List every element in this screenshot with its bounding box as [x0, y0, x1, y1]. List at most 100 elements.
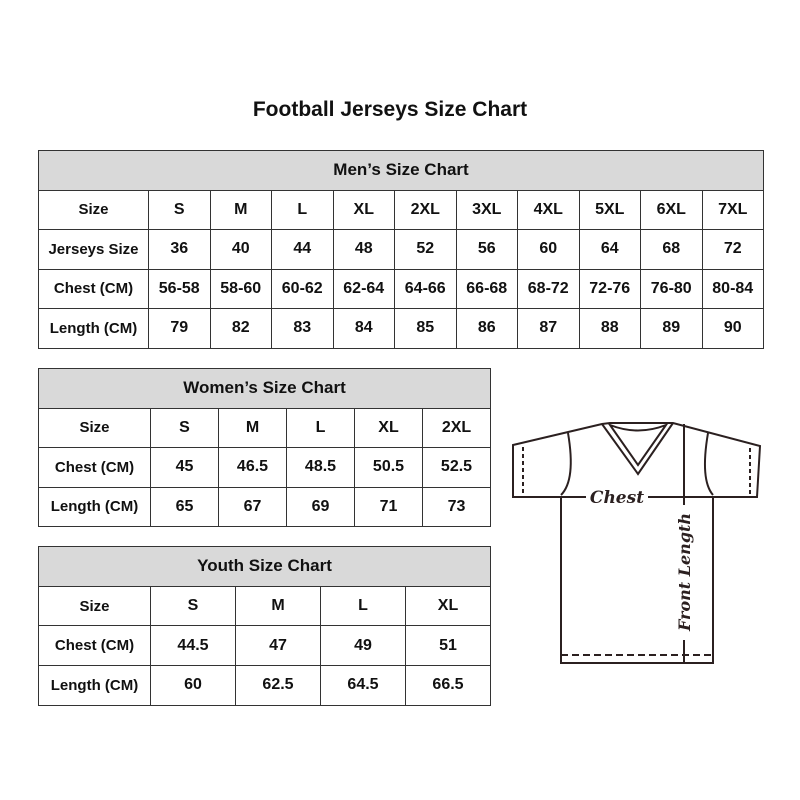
table-cell: 6XL — [640, 189, 703, 230]
table-cell: M — [209, 189, 272, 230]
row-label: Size — [38, 407, 151, 448]
table-cell: 52.5 — [422, 447, 491, 488]
table-cell: 90 — [701, 308, 764, 349]
table-cell: 76-80 — [640, 268, 703, 309]
table-cell: 86 — [455, 308, 518, 349]
row-label: Length (CM) — [38, 665, 151, 706]
table-cell: 64 — [578, 229, 641, 270]
row-label: Chest (CM) — [38, 625, 151, 667]
table-cell: 67 — [218, 486, 287, 527]
table-cell: 80-84 — [701, 268, 764, 309]
table-cell: 71 — [354, 486, 423, 527]
mens-size-table: Men’s Size Chart Size S M L XL 2XL 3XL 4XL 5XL 6X… — [38, 150, 764, 349]
jersey-measurement-diagram: Chest Front Length — [512, 422, 762, 664]
table-row: Chest (CM) 56-58 58-60 60-62 62-64 64-66 66-68… — [38, 268, 764, 309]
table-cell: 62-64 — [332, 268, 395, 309]
chest-label: Chest — [590, 488, 644, 508]
right-sleeve-seam — [704, 432, 714, 496]
table-cell: XL — [354, 407, 423, 448]
table-cell: XL — [332, 189, 395, 230]
table-row: Jerseys Size 36 40 44 48 52 56 60 64 68 72 — [38, 229, 764, 270]
table-row: Chest (CM) 45 46.5 48.5 50.5 52.5 — [38, 447, 491, 488]
table-cell: 88 — [578, 308, 641, 349]
table-cell: 60 — [150, 665, 236, 706]
table-cell: 68 — [640, 229, 703, 270]
table-cell: 2XL — [394, 189, 457, 230]
table-cell: XL — [405, 585, 491, 627]
table-cell: L — [271, 189, 334, 230]
table-cell: 79 — [148, 308, 211, 349]
left-sleeve-seam — [560, 432, 572, 496]
table-cell: 87 — [517, 308, 580, 349]
page-title: Football Jerseys Size Chart — [252, 98, 528, 121]
table-cell: 44.5 — [150, 625, 236, 667]
table-cell: 45 — [150, 447, 219, 488]
table-cell: 36 — [148, 229, 211, 270]
womens-table-caption: Women’s Size Chart — [38, 368, 491, 409]
table-cell: S — [150, 585, 236, 627]
collar-inner — [607, 422, 669, 467]
table-cell: S — [150, 407, 219, 448]
table-cell: 66.5 — [405, 665, 491, 706]
table-cell: 52 — [394, 229, 457, 270]
table-cell: 51 — [405, 625, 491, 667]
row-label: Length (CM) — [38, 486, 151, 527]
table-cell: 2XL — [422, 407, 491, 448]
table-row: Length (CM) 60 62.5 64.5 66.5 — [38, 665, 491, 706]
row-label: Size — [38, 189, 149, 230]
table-cell: 84 — [332, 308, 395, 349]
row-label: Length (CM) — [38, 308, 149, 349]
row-label: Jerseys Size — [38, 229, 149, 270]
table-cell: 62.5 — [235, 665, 321, 706]
table-cell: 65 — [150, 486, 219, 527]
jersey-outline — [512, 422, 762, 664]
table-cell: M — [235, 585, 321, 627]
table-cell: 66-68 — [455, 268, 518, 309]
table-row: Length (CM) 65 67 69 71 73 — [38, 486, 491, 527]
table-cell: 64-66 — [394, 268, 457, 309]
table-row: Size S M L XL 2XL 3XL 4XL 5XL 6XL 7XL — [38, 189, 764, 230]
table-cell: L — [320, 585, 406, 627]
table-cell: 5XL — [578, 189, 641, 230]
table-cell: 69 — [286, 486, 355, 527]
front-length-label: Front Length — [675, 513, 694, 632]
table-cell: 68-72 — [517, 268, 580, 309]
table-cell: 44 — [271, 229, 334, 270]
table-row: Size S M L XL 2XL — [38, 407, 491, 448]
table-row: Length (CM) 79 82 83 84 85 86 87 88 89 90 — [38, 308, 764, 349]
womens-size-table: Women’s Size Chart Size S M L XL 2XL Chest (CM… — [38, 368, 491, 527]
table-row: Size S M L XL — [38, 585, 491, 627]
table-cell: 73 — [422, 486, 491, 527]
table-cell: 82 — [209, 308, 272, 349]
table-cell: 64.5 — [320, 665, 406, 706]
table-cell: 48 — [332, 229, 395, 270]
table-cell: 58-60 — [209, 268, 272, 309]
table-cell: 48.5 — [286, 447, 355, 488]
table-cell: 56 — [455, 229, 518, 270]
table-cell: 85 — [394, 308, 457, 349]
table-row: Chest (CM) 44.5 47 49 51 — [38, 625, 491, 667]
table-cell: 46.5 — [218, 447, 287, 488]
table-cell: 56-58 — [148, 268, 211, 309]
table-cell: 83 — [271, 308, 334, 349]
row-label: Size — [38, 585, 151, 627]
row-label: Chest (CM) — [38, 447, 151, 488]
table-cell: 3XL — [455, 189, 518, 230]
youth-size-table: Youth Size Chart Size S M L XL Chest (CM) 44.5… — [38, 546, 491, 706]
table-cell: 50.5 — [354, 447, 423, 488]
table-cell: 7XL — [701, 189, 764, 230]
mens-table-caption: Men’s Size Chart — [38, 150, 764, 191]
youth-table-caption: Youth Size Chart — [38, 546, 491, 587]
table-cell: 60-62 — [271, 268, 334, 309]
table-cell: 72-76 — [578, 268, 641, 309]
table-cell: 72 — [701, 229, 764, 270]
table-cell: 60 — [517, 229, 580, 270]
table-cell: S — [148, 189, 211, 230]
row-label: Chest (CM) — [38, 268, 149, 309]
table-cell: 40 — [209, 229, 272, 270]
table-cell: L — [286, 407, 355, 448]
table-cell: 47 — [235, 625, 321, 667]
collar-outer — [601, 422, 674, 476]
table-cell: 89 — [640, 308, 703, 349]
